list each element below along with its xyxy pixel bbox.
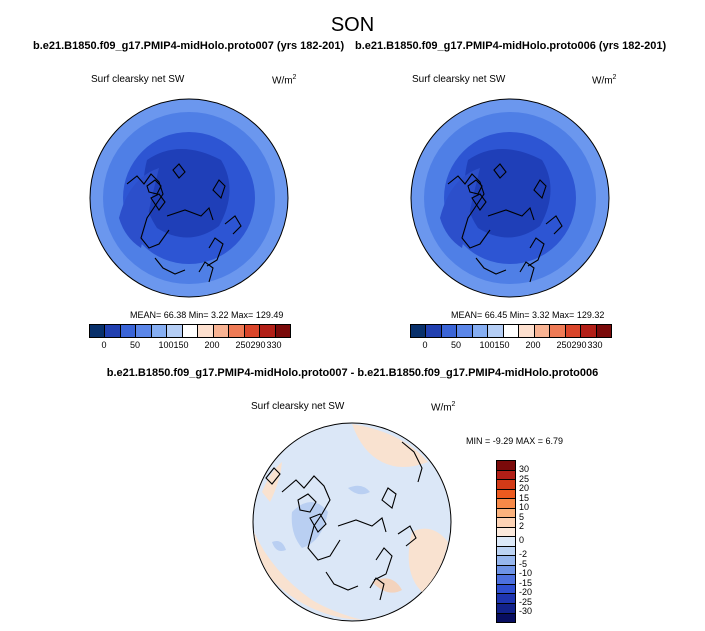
diff-colorbar-swatch — [497, 537, 515, 547]
left-polar-map — [89, 98, 289, 298]
diff-colorbar-swatch — [497, 499, 515, 509]
left-colorbar-labels: 0 50 100 150 200 250 290 330 — [89, 340, 289, 352]
diff-colorbar-swatch — [497, 489, 515, 500]
left-colorbar-swatch — [120, 325, 137, 337]
right-colorbar-label: 330 — [587, 340, 603, 350]
left-colorbar-swatch — [182, 325, 199, 337]
right-polar-map — [410, 98, 610, 298]
right-stats: MEAN= 66.45 Min= 3.32 Max= 129.32 — [451, 310, 605, 320]
right-colorbar-swatch — [411, 325, 427, 337]
diff-colorbar-label: 25 — [519, 474, 530, 484]
right-colorbar-swatch — [519, 325, 535, 337]
diff-colorbar — [496, 460, 516, 623]
diff-colorbar-swatch — [497, 508, 515, 519]
right-colorbar-swatch — [565, 325, 582, 337]
left-variable-label: Surf clearsky net SW — [91, 74, 185, 85]
diff-colorbar-label: -20 — [519, 587, 533, 597]
right-colorbar-label: 250 — [556, 340, 572, 350]
right-colorbar-swatch — [441, 325, 458, 337]
diff-colorbar-label: -15 — [519, 578, 533, 588]
right-colorbar-swatch — [550, 325, 566, 337]
right-colorbar-swatch — [457, 325, 473, 337]
diff-colorbar-label: -25 — [519, 597, 533, 607]
left-stats: MEAN= 66.38 Min= 3.22 Max= 129.49 — [130, 310, 284, 320]
diff-polar-map — [252, 422, 452, 622]
right-colorbar-label: 150 — [494, 340, 510, 350]
right-colorbar-label: 0 — [422, 340, 428, 350]
diff-colorbar-swatch — [497, 527, 515, 538]
left-colorbar-label: 50 — [129, 340, 141, 350]
diff-colorbar-swatch — [497, 556, 515, 566]
diff-colorbar-label: 30 — [519, 464, 530, 474]
left-colorbar-swatch — [136, 325, 152, 337]
diff-colorbar-label: -2 — [519, 549, 528, 559]
right-colorbar-label: 200 — [525, 340, 541, 350]
diff-colorbar-label: -30 — [519, 606, 533, 616]
right-colorbar-swatch — [596, 325, 612, 337]
right-colorbar-swatch — [426, 325, 442, 337]
diff-colorbar-swatch — [497, 584, 515, 595]
diff-colorbar-swatch — [497, 575, 515, 585]
right-colorbar-swatch — [581, 325, 597, 337]
diff-colorbar-label: 20 — [519, 483, 530, 493]
diff-colorbar-swatch — [497, 546, 515, 557]
diff-colorbar-label: 10 — [519, 502, 530, 512]
diff-colorbar-label: -10 — [519, 568, 533, 578]
left-colorbar-swatch — [275, 325, 291, 337]
left-colorbar-label: 330 — [266, 340, 282, 350]
left-colorbar-swatch — [213, 325, 230, 337]
left-colorbar-label: 250 — [235, 340, 251, 350]
right-colorbar-labels: 0 50 100 150 200 250 290 330 — [410, 340, 610, 352]
left-colorbar-label: 290 — [250, 340, 266, 350]
left-colorbar-label: 200 — [204, 340, 220, 350]
right-colorbar-swatch — [534, 325, 551, 337]
right-colorbar-swatch — [503, 325, 520, 337]
diff-colorbar-labels: 30 25 20 15 10 5 2 0 -2 -5 -10 -15 -20 -… — [519, 460, 549, 621]
left-colorbar — [89, 324, 291, 338]
diff-colorbar-label: -5 — [519, 559, 528, 569]
left-colorbar-swatch — [229, 325, 245, 337]
left-colorbar-swatch — [151, 325, 168, 337]
right-unit-label: W/m2 — [592, 74, 617, 87]
right-colorbar-label: 100 — [479, 340, 495, 350]
diff-case-title: b.e21.B1850.f09_g17.PMIP4-midHolo.proto0… — [106, 367, 599, 379]
diff-colorbar-swatch — [497, 480, 515, 490]
diff-variable-label: Surf clearsky net SW — [251, 401, 345, 412]
right-colorbar-swatch — [488, 325, 504, 337]
left-colorbar-label: 150 — [173, 340, 189, 350]
right-case-title: b.e21.B1850.f09_g17.PMIP4-midHolo.proto0… — [355, 40, 667, 52]
left-case-title: b.e21.B1850.f09_g17.PMIP4-midHolo.proto0… — [33, 40, 345, 52]
diff-colorbar-label: 2 — [519, 521, 525, 531]
left-colorbar-label: 0 — [101, 340, 107, 350]
diff-colorbar-label: 0 — [519, 535, 525, 545]
right-colorbar — [410, 324, 612, 338]
diff-colorbar-swatch — [497, 613, 515, 623]
left-colorbar-label: 100 — [158, 340, 174, 350]
diff-colorbar-swatch — [497, 470, 515, 481]
figure-title: SON — [330, 14, 375, 36]
right-variable-label: Surf clearsky net SW — [412, 74, 506, 85]
diff-colorbar-swatch — [497, 603, 515, 614]
diff-colorbar-label: 5 — [519, 512, 525, 522]
left-colorbar-swatch — [260, 325, 276, 337]
diff-stats: MIN = -9.29 MAX = 6.79 — [466, 436, 564, 446]
right-colorbar-label: 290 — [571, 340, 587, 350]
diff-colorbar-swatch — [497, 594, 515, 604]
diff-colorbar-swatch — [497, 461, 515, 471]
left-colorbar-swatch — [198, 325, 214, 337]
right-colorbar-label: 50 — [450, 340, 462, 350]
left-colorbar-swatch — [167, 325, 183, 337]
left-colorbar-swatch — [90, 325, 106, 337]
diff-unit-label: W/m2 — [431, 401, 456, 414]
diff-colorbar-swatch — [497, 565, 515, 576]
left-unit-label: W/m2 — [272, 74, 297, 87]
left-colorbar-swatch — [105, 325, 121, 337]
diff-colorbar-label: 15 — [519, 493, 530, 503]
right-colorbar-swatch — [472, 325, 489, 337]
diff-colorbar-swatch — [497, 518, 515, 528]
left-colorbar-swatch — [244, 325, 261, 337]
